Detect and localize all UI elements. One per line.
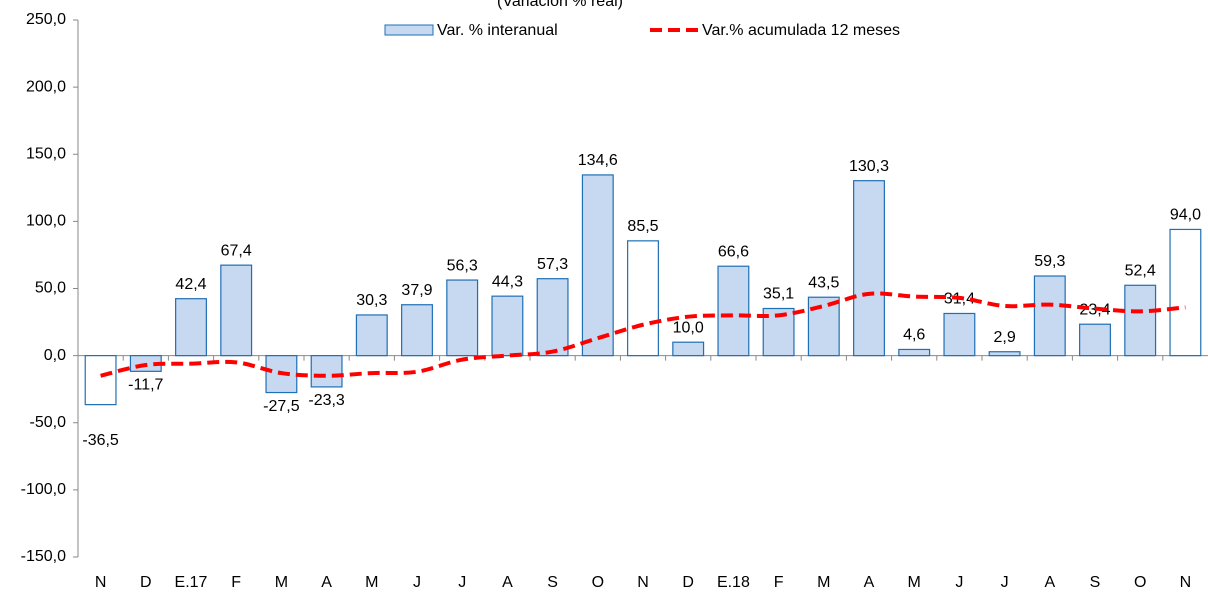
bar [84,355,117,406]
y-tick-label: -50,0 [30,414,67,431]
value-label: 4,6 [903,327,925,344]
value-label: 130,3 [849,158,889,175]
bar [220,264,253,357]
x-tick-label: O [592,574,604,591]
x-tick-label: S [547,574,558,591]
value-label: 57,3 [537,256,568,273]
bar [401,304,433,357]
value-label: -36,5 [82,432,119,449]
bar [988,351,1021,357]
value-label: -23,3 [308,392,345,409]
bar [1124,284,1157,357]
x-tick-label: E.18 [717,574,750,591]
y-tick-label: 0,0 [44,347,66,364]
x-tick-label: O [1134,574,1146,591]
y-tick-label: 100,0 [26,213,66,230]
x-tick-label: N [95,574,107,591]
value-label: 35,1 [763,286,794,303]
x-tick-label: F [231,574,241,591]
value-label: 42,4 [175,276,206,293]
x-tick-label: A [864,574,875,591]
value-label: 67,4 [221,242,252,259]
x-tick-label: F [774,574,784,591]
bar [581,174,614,357]
value-label: 44,3 [492,273,523,290]
bar [1169,228,1202,357]
x-tick-label: A [321,574,332,591]
x-tick-label: M [365,574,378,591]
bar [853,180,885,357]
y-tick-label: 250,0 [26,11,66,28]
y-tick-label: 50,0 [35,280,66,297]
bar [536,278,569,357]
x-tick-label: J [413,574,421,591]
line [100,291,1186,378]
value-label: -11,7 [128,377,163,394]
bar [627,240,659,357]
y-tick-label: -100,0 [21,481,66,498]
chart-title: (Variación % real) [497,0,623,10]
value-label: 85,5 [627,218,658,235]
value-label: 37,9 [401,282,432,299]
x-tick-label: S [1090,574,1101,591]
x-tick-label: E.17 [175,574,208,591]
legend-label: Var. % interanual [437,22,558,39]
bar [446,279,479,357]
x-tick-label: J [955,574,963,591]
x-tick-label: M [275,574,288,591]
x-tick-label: J [458,574,466,591]
x-tick-label: M [817,574,830,591]
x-tick-label: N [637,574,649,591]
value-label: 56,3 [447,257,478,274]
bar [672,341,705,357]
bar [491,295,524,357]
x-tick-label: A [502,574,513,591]
bar [943,312,976,357]
value-label: 59,3 [1034,253,1065,270]
value-label: 43,5 [808,274,839,291]
bar [175,298,207,357]
legend-label: Var.% acumulada 12 meses [702,22,900,39]
bar [898,348,931,357]
x-tick-label: M [908,574,921,591]
y-tick-label: 150,0 [26,145,66,162]
bar [1079,323,1111,357]
x-tick-label: N [1180,574,1192,591]
x-tick-label: A [1044,574,1055,591]
value-label: 134,6 [578,152,618,169]
y-tick-label: -150,0 [21,548,66,565]
bar [807,296,840,357]
x-tick-label: J [1001,574,1009,591]
value-label: 10,0 [673,319,704,336]
bar [355,314,388,357]
value-label: 52,4 [1125,262,1156,279]
value-label: -27,5 [263,398,300,415]
x-tick-label: D [682,574,694,591]
y-tick-label: 200,0 [26,78,66,95]
bar [310,355,343,388]
value-label: 30,3 [356,292,387,309]
value-label: 66,6 [718,243,749,260]
value-label: 2,9 [993,329,1015,346]
x-tick-label: D [140,574,152,591]
bar [717,265,750,357]
value-label: 94,0 [1170,207,1201,224]
bar [1033,275,1066,357]
legend-swatch [384,24,434,36]
